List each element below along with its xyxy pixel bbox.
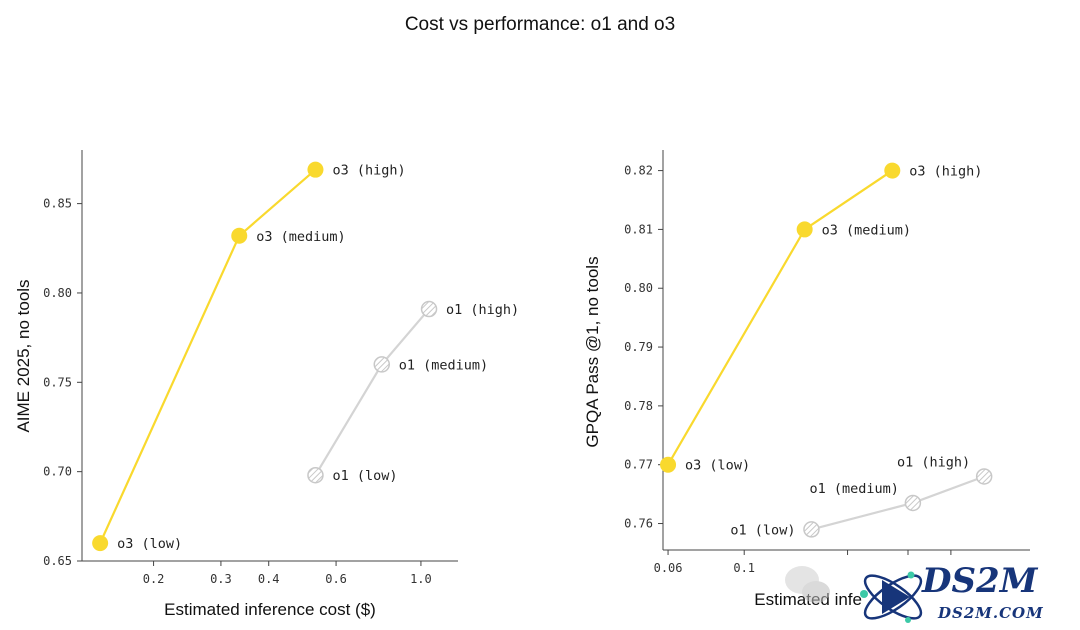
series-line-o1	[314, 308, 430, 476]
x-tick-label: 0.6	[325, 572, 347, 586]
y-axis-title: AIME 2025, no tools	[14, 279, 33, 432]
y-tick-label: 0.75	[43, 375, 72, 389]
y-tick-label: 0.77	[624, 458, 653, 472]
data-point	[420, 300, 438, 318]
y-tick-label: 0.78	[624, 399, 653, 413]
data-label: o3 (medium)	[822, 222, 911, 238]
y-tick-label: 0.80	[43, 286, 72, 300]
data-label: o3 (high)	[909, 164, 982, 180]
data-label: o1 (low)	[730, 522, 795, 538]
data-point	[307, 466, 324, 484]
axes: 0.76 0.77 0.78 0.79 0.80 0.81 0.82 0.06 0.1	[624, 150, 1030, 575]
series-line-o3	[667, 169, 893, 466]
x-tick-label: 0.4	[258, 572, 280, 586]
x-tick-label: 0.1	[733, 561, 755, 575]
aime-chart: Estimated inference cost ($) AIME 2025, …	[14, 150, 519, 619]
y-tick-label: 0.65	[43, 554, 72, 568]
watermark-domain: DS2M.COM	[937, 604, 1044, 622]
y-axis-title: GPQA Pass @1, no tools	[583, 256, 602, 447]
data-point	[373, 356, 391, 373]
series-o3: o3 (low) o3 (medium) o3 (high)	[92, 161, 406, 552]
series-o1: o1 (low) o1 (medium) o1 (high)	[307, 300, 519, 484]
data-label: o1 (medium)	[399, 357, 488, 373]
y-tick-label: 0.80	[624, 281, 653, 295]
data-point	[660, 456, 677, 473]
x-tick-label: 0.06	[654, 561, 683, 575]
y-tick-label: 0.81	[624, 222, 653, 236]
data-label: o1 (high)	[446, 302, 519, 318]
y-tick-label: 0.79	[624, 340, 653, 354]
wechat-watermark-icon	[785, 566, 830, 603]
x-tick-label: 1.0	[410, 572, 432, 586]
data-label: o3 (low)	[117, 536, 182, 552]
data-label: o3 (medium)	[256, 229, 345, 245]
data-point	[307, 161, 324, 178]
data-point	[92, 535, 109, 552]
data-label: o1 (medium)	[809, 481, 898, 497]
data-point	[231, 227, 248, 244]
data-label: o3 (high)	[332, 163, 405, 179]
axes: 0.65 0.70 0.75 0.80 0.85 0.2 0.3 0.4 0.6 1.0	[43, 150, 458, 586]
data-point	[975, 468, 993, 485]
data-label: o1 (low)	[332, 468, 397, 484]
y-tick-label: 0.70	[43, 465, 72, 479]
data-point	[803, 521, 820, 538]
data-point	[884, 162, 901, 179]
data-label: o1 (high)	[897, 454, 970, 470]
y-tick-label: 0.82	[624, 164, 653, 178]
series-o3: o3 (low) o3 (medium) o3 (high)	[660, 162, 982, 474]
x-tick-label: 0.3	[210, 572, 232, 586]
x-axis-title: Estimated inference cost ($)	[164, 600, 376, 619]
data-point	[904, 494, 922, 512]
y-tick-label: 0.76	[624, 517, 653, 531]
data-label: o3 (low)	[685, 458, 750, 474]
watermark-brand: DS2M	[921, 561, 1039, 601]
ds2m-logo-icon	[860, 571, 923, 623]
series-line-o3	[99, 168, 317, 544]
page-title: Cost vs performance: o1 and o3	[404, 14, 676, 35]
gpqa-chart: Estimated infe GPQA Pass @1, no tools DS…	[583, 150, 1044, 623]
x-tick-label: 0.2	[143, 572, 165, 586]
y-tick-label: 0.85	[43, 197, 72, 211]
series-o1: o1 (low) o1 (medium) o1 (high)	[730, 454, 993, 538]
data-point	[796, 221, 813, 238]
